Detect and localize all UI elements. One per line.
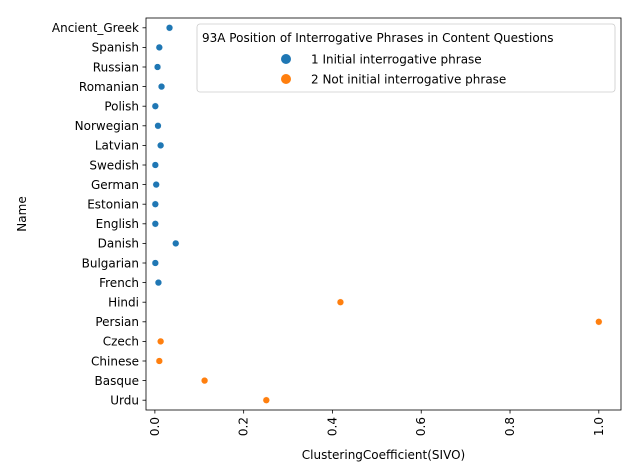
y-tick-label: Hindi — [108, 296, 139, 310]
x-tick-label: 0.0 — [148, 417, 162, 436]
legend-label-series-1: 1 Initial interrogative phrase — [311, 52, 482, 66]
legend-items: 1 Initial interrogative phrase 2 Not init… — [281, 52, 506, 86]
y-axis-ticks: Ancient_Greek Spanish Russian Romanian Polis… — [52, 21, 146, 408]
y-tick-label: Norwegian — [75, 119, 139, 133]
data-point-series-1 — [151, 102, 159, 110]
data-point-series-1 — [151, 200, 159, 208]
data-point-series-1 — [157, 82, 166, 91]
y-tick-label: Latvian — [95, 139, 139, 153]
y-tick-label: Spanish — [92, 41, 139, 55]
data-point-series-1 — [154, 122, 162, 130]
data-points — [151, 24, 603, 404]
data-point-series-1 — [156, 141, 165, 150]
x-tick-label: 0.2 — [237, 417, 251, 436]
data-point-series-1 — [172, 239, 180, 248]
data-point-series-1 — [153, 63, 162, 71]
x-axis-ticks: 0.0 0.2 0.4 0.6 0.8 1.0 — [148, 410, 606, 436]
data-point-series-2 — [336, 298, 345, 306]
data-point-series-2 — [156, 337, 165, 346]
data-point-series-1 — [165, 24, 174, 32]
y-tick-label: Romanian — [79, 80, 139, 94]
x-tick-label: 1.0 — [592, 417, 606, 436]
data-point-series-1 — [151, 161, 159, 169]
y-tick-label: French — [99, 276, 139, 290]
y-tick-label: Chinese — [91, 354, 139, 368]
x-tick-label: 0.6 — [414, 417, 428, 436]
y-tick-label: Polish — [104, 100, 139, 114]
y-axis-label: Name — [15, 196, 29, 231]
data-point-series-2 — [262, 396, 270, 404]
data-point-series-1 — [152, 180, 160, 189]
legend-title: 93A Position of Interrogative Phrases in… — [202, 31, 554, 45]
data-point-series-1 — [154, 278, 163, 287]
legend-marker-series-1 — [281, 54, 291, 64]
y-tick-label: Bulgarian — [82, 256, 139, 270]
legend: 93A Position of Interrogative Phrases in… — [196, 23, 616, 93]
y-tick-label: Basque — [95, 374, 139, 388]
data-point-series-2 — [155, 357, 163, 365]
y-tick-label: Estonian — [87, 198, 139, 212]
legend-marker-series-2 — [281, 74, 291, 84]
legend-box — [196, 23, 616, 93]
y-tick-label: Swedish — [89, 158, 139, 172]
x-tick-label: 0.4 — [325, 417, 339, 436]
axes-frame — [145, 17, 622, 411]
y-tick-label: Russian — [93, 60, 139, 74]
y-tick-label: Ancient_Greek — [52, 21, 139, 35]
legend-label-series-2: 2 Not initial interrogative phrase — [311, 72, 506, 86]
data-point-series-1 — [151, 220, 159, 228]
y-tick-label: German — [91, 178, 139, 192]
data-point-series-1 — [151, 259, 159, 267]
data-point-series-1 — [155, 43, 163, 52]
x-axis-label: ClusteringCoefficient(SIVO) — [302, 448, 465, 462]
x-tick-label: 0.8 — [503, 417, 517, 436]
y-tick-label: Urdu — [110, 394, 139, 408]
y-tick-label: Persian — [95, 315, 139, 329]
data-point-series-2 — [595, 318, 603, 326]
y-tick-label: English — [96, 217, 139, 231]
data-point-series-2 — [200, 376, 209, 385]
y-tick-label: Danish — [98, 237, 139, 251]
y-tick-label: Czech — [103, 335, 139, 349]
